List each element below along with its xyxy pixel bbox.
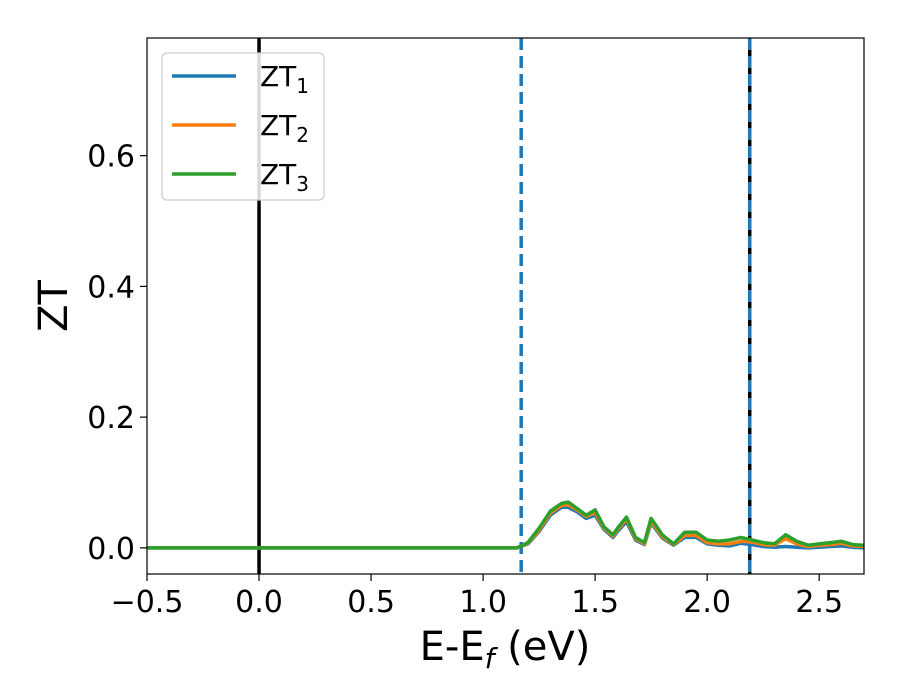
- y-tick-label: 0.0: [87, 532, 135, 567]
- x-axis-label: E-Ef (eV): [420, 624, 591, 675]
- legend-box: [161, 52, 325, 201]
- y-axis-ticks: 0.0 0.2 0.4 0.6: [87, 140, 147, 567]
- vertical-lines: [257, 38, 752, 574]
- legend: ZT1 ZT2 ZT3: [161, 52, 325, 201]
- x-tick-label: 0.0: [235, 585, 283, 620]
- x-tick-label: 1.5: [571, 585, 619, 620]
- series-lines: [147, 500, 864, 550]
- x-tick-label: 0.5: [347, 585, 395, 620]
- legend-label: ZT1: [260, 60, 309, 98]
- legend-label: ZT2: [260, 109, 309, 147]
- x-tick-label: 2.0: [683, 585, 731, 620]
- y-axis-label: ZT: [31, 280, 77, 332]
- y-tick-label: 0.6: [87, 140, 135, 175]
- y-tick-label: 0.2: [87, 401, 135, 436]
- plot-frame: [146, 37, 865, 575]
- y-tick-label: 0.4: [87, 270, 135, 305]
- series-line: [147, 500, 864, 550]
- x-tick-label: 2.5: [795, 585, 843, 620]
- legend-label: ZT3: [260, 158, 309, 196]
- x-tick-label: 1.0: [459, 585, 507, 620]
- x-tick-label: −0.5: [111, 585, 184, 620]
- x-axis-ticks: −0.5 0.0 0.5 1.0 1.5 2.0 2.5: [111, 574, 843, 620]
